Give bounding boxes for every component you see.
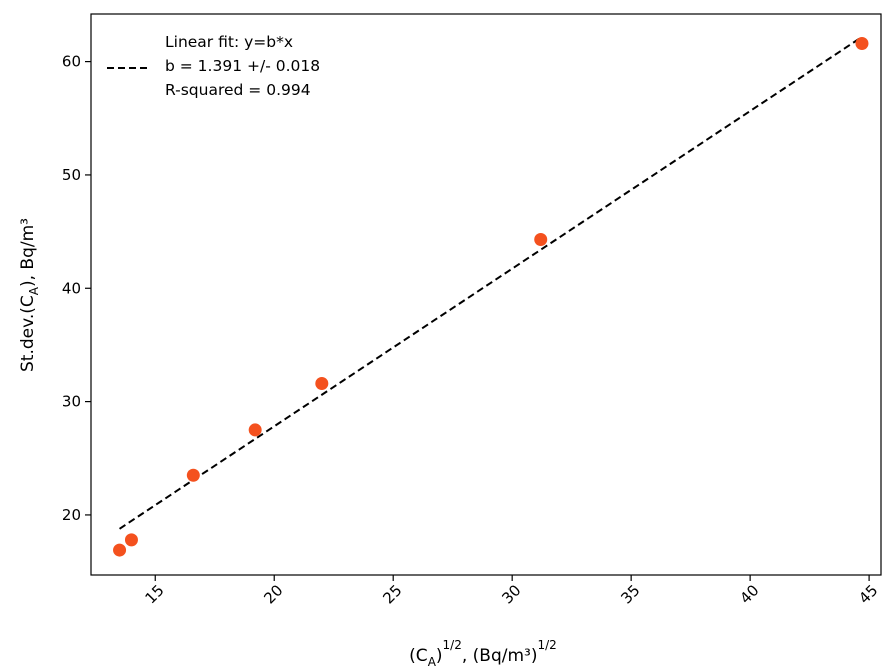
y-tick-label: 30: [62, 393, 81, 411]
y-tick-label: 40: [62, 279, 81, 297]
points-layer: [113, 36, 869, 557]
data-point: [113, 543, 127, 557]
y-axis-label: St.dev.(CA), Bq/m³: [18, 218, 41, 372]
y-axis-ticks: 20 30 40 50 60: [62, 53, 91, 524]
x-tick-label: 35: [617, 581, 643, 607]
data-point: [248, 423, 262, 437]
x-tick-label: 40: [736, 581, 762, 607]
y-tick-label: 20: [62, 506, 81, 524]
data-point: [186, 468, 200, 482]
x-tick-label: 15: [141, 581, 167, 607]
data-point: [534, 233, 548, 247]
data-point: [315, 376, 329, 390]
fit-layer: [119, 36, 863, 530]
legend-line-1: Linear fit: y=b*x: [165, 33, 293, 51]
x-tick-label: 20: [260, 581, 286, 607]
legend: Linear fit: y=b*x b = 1.391 +/- 0.018 R-…: [107, 33, 320, 99]
y-tick-label: 60: [62, 53, 81, 71]
x-axis-ticks: 15 20 25 30 35 40 45: [141, 575, 882, 607]
plot-frame: [90, 13, 882, 576]
legend-line-2: b = 1.391 +/- 0.018: [165, 57, 320, 75]
x-axis-label: (CA)1/2, (Bq/m³)1/2: [409, 638, 557, 668]
y-tick-label: 50: [62, 166, 81, 184]
legend-line-3: R-squared = 0.994: [165, 81, 311, 99]
x-tick-label: 30: [498, 581, 524, 607]
data-point: [124, 533, 138, 547]
x-tick-label: 45: [855, 581, 881, 607]
plot-area: [90, 13, 882, 576]
data-point: [855, 36, 869, 50]
x-tick-label: 25: [379, 581, 405, 607]
fit-line: [119, 36, 863, 530]
